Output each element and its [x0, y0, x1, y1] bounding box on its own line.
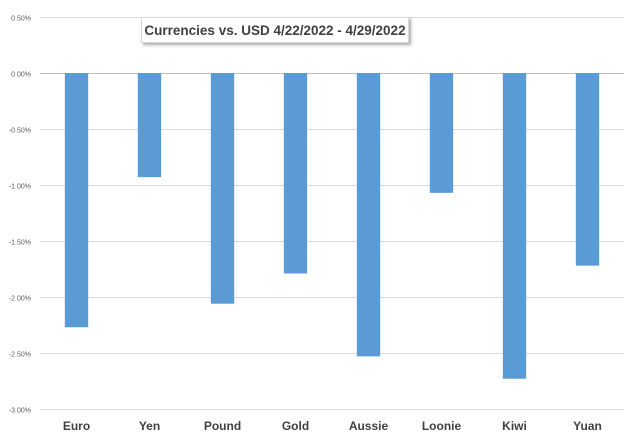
x-tick-label-yuan: Yuan [573, 419, 602, 433]
bar-aussie [356, 73, 381, 357]
bar-euro [64, 73, 89, 328]
y-tick-label: -2.00% [9, 296, 31, 303]
y-axis-tick-labels: 0.50% 0.00% -0.50% -1.00% -1.50% -2.00% -2.50%… [9, 16, 31, 415]
x-tick-label-yen: Yen [139, 419, 160, 433]
y-tick-label: 0.00% [11, 72, 31, 79]
bar-pound [210, 73, 235, 304]
x-tick-label-euro: Euro [63, 419, 90, 433]
x-tick-label-pound: Pound [204, 419, 241, 433]
bars [64, 73, 600, 379]
y-tick-label: -1.50% [9, 240, 31, 247]
y-tick-label: -2.50% [9, 352, 31, 359]
x-axis-tick-labels: Euro Yen Pound Gold Aussie Loonie Kiwi Yuan [63, 419, 602, 433]
x-tick-label-aussie: Aussie [349, 419, 389, 433]
x-tick-label-loonie: Loonie [422, 419, 462, 433]
bar-yen [137, 73, 162, 178]
y-tick-label: 0.50% [11, 16, 31, 23]
bar-loonie [429, 73, 454, 193]
bar-yuan [575, 73, 600, 266]
y-tick-label: -1.00% [9, 184, 31, 191]
bar-kiwi [502, 73, 527, 379]
x-tick-label-gold: Gold [282, 419, 309, 433]
x-tick-label-kiwi: Kiwi [502, 419, 527, 433]
y-tick-label: -3.00% [9, 408, 31, 415]
y-tick-label: -0.50% [9, 128, 31, 135]
bar-gold [283, 73, 308, 274]
chart-title: Currencies vs. USD 4/22/2022 - 4/29/2022 [141, 17, 409, 43]
gridlines [40, 17, 624, 410]
